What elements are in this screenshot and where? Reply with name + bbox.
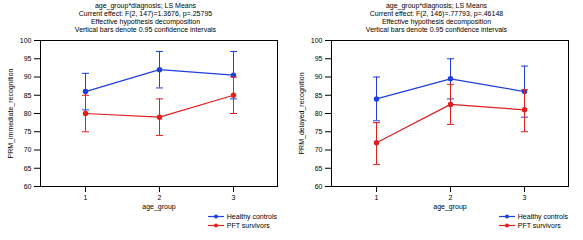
html-text:Effective hypothesis decomposi: Effective hypothesis decomposition	[381, 18, 492, 25]
html-text:PFT survivors: PFT survivors	[226, 222, 270, 229]
svg-text:3: 3	[523, 194, 527, 201]
svg-text:100: 100	[20, 37, 32, 44]
svg-text:65: 65	[315, 164, 323, 171]
svg-text:1: 1	[84, 194, 88, 201]
svg-text:90: 90	[315, 73, 323, 80]
html-text:Effective hypothesis decomposi: Effective hypothesis decomposition	[90, 18, 201, 25]
html-text:Vertical bars denote 0.95 conf: Vertical bars denote 0.95 confidence int…	[365, 26, 508, 33]
svg-text:2: 2	[449, 194, 453, 201]
svg-text:60: 60	[315, 183, 323, 190]
html-text:Healthy controls: Healthy controls	[226, 213, 277, 220]
html-text:age_group*diagnosis; LS Means: age_group*diagnosis; LS Means	[385, 2, 488, 9]
svg-text:3: 3	[232, 194, 236, 201]
svg-text:age_group: age_group	[142, 203, 176, 211]
svg-text:95: 95	[24, 55, 32, 62]
svg-text:70: 70	[24, 146, 32, 153]
svg-text:75: 75	[24, 128, 32, 135]
svg-text:85: 85	[24, 91, 32, 98]
svg-text:90: 90	[24, 73, 32, 80]
svg-text:70: 70	[315, 146, 323, 153]
svg-text:80: 80	[315, 110, 323, 117]
html-text:PFT survivors: PFT survivors	[517, 222, 561, 229]
svg-text:PRM_delayed_recognition: PRM_delayed_recognition	[298, 72, 306, 154]
html-text:Current effect: F(2, 147)=1.36: Current effect: F(2, 147)=1.3676, p=.257…	[78, 10, 213, 17]
html-text:Current effect: F(2, 146)=.777: Current effect: F(2, 146)=.77793, p=.461…	[369, 10, 504, 17]
svg-text:80: 80	[24, 110, 32, 117]
svg-text:2: 2	[158, 194, 162, 201]
svg-text:PRM_immediate_recognition: PRM_immediate_recognition	[7, 68, 15, 158]
svg-text:75: 75	[315, 128, 323, 135]
svg-text:95: 95	[315, 55, 323, 62]
html-text:age_group*diagnosis; LS Means: age_group*diagnosis; LS Means	[94, 2, 197, 9]
svg-text:85: 85	[315, 91, 323, 98]
svg-text:65: 65	[24, 164, 32, 171]
svg-text:1: 1	[375, 194, 379, 201]
svg-text:60: 60	[24, 183, 32, 190]
html-text:Vertical bars denote 0.95 conf: Vertical bars denote 0.95 confidence int…	[74, 26, 217, 33]
svg-text:age_group: age_group	[433, 203, 467, 211]
svg-text:100: 100	[311, 37, 323, 44]
html-text:Healthy controls: Healthy controls	[517, 213, 568, 220]
